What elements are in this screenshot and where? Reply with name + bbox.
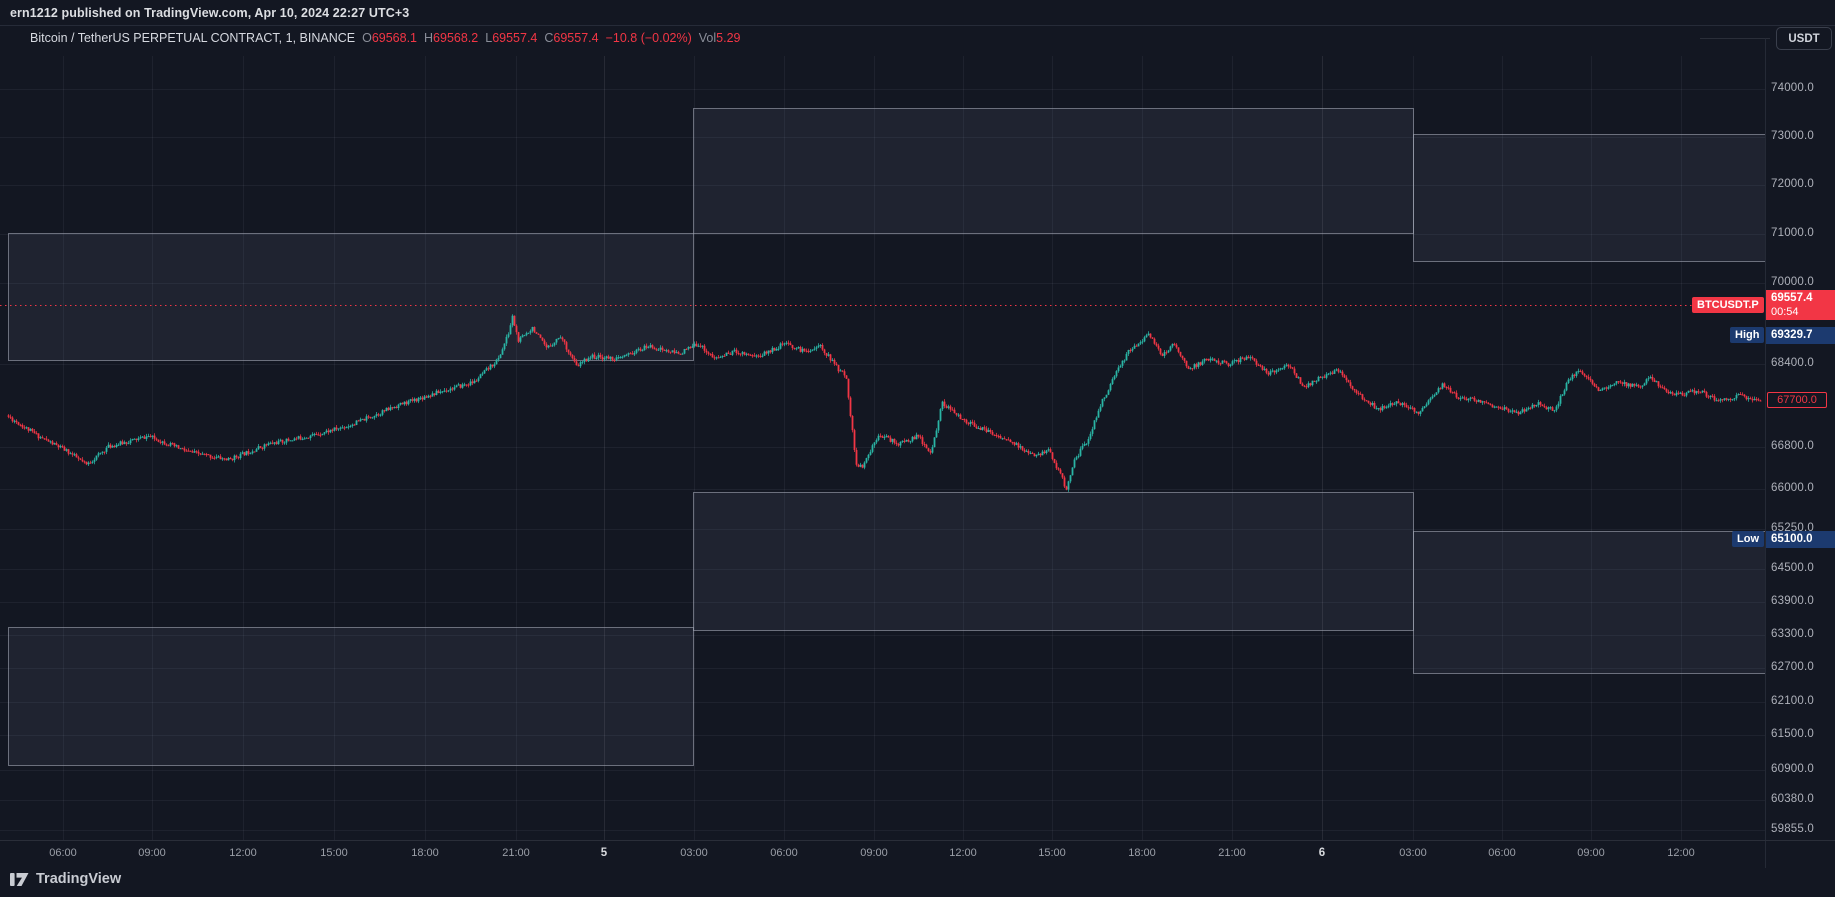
price-tick-label: 59855.0: [1771, 823, 1814, 835]
tradingview-wordmark: TradingView: [36, 870, 122, 887]
price-tick-label: 60900.0: [1771, 763, 1814, 775]
time-axis-label: 21:00: [502, 847, 530, 859]
time-axis-label: 09:00: [138, 847, 166, 859]
last-price-value: 69557.4: [1771, 292, 1813, 304]
price-tick-label: 62100.0: [1771, 695, 1814, 707]
horizontal-line-price-label: 67700.0: [1767, 392, 1827, 408]
price-axis[interactable]: 74000.0 73000.0 72000.0 71000.0 70000.0 68400…: [1766, 38, 1835, 840]
rectangle-zone-6[interactable]: [1413, 531, 1766, 674]
axis-header-divider: [1700, 38, 1770, 39]
low-word-badge: Low: [1732, 531, 1764, 547]
time-axis-label: 09:00: [860, 847, 888, 859]
price-tick-label: 61500.0: [1771, 728, 1814, 740]
rectangle-zone-2[interactable]: [8, 627, 694, 766]
ohlc-change: −10.8 (−0.02%): [605, 31, 692, 45]
price-axis-separator: [1765, 38, 1766, 868]
footer-brand[interactable]: TradingView: [10, 870, 121, 887]
price-tick-label: 60380.0: [1771, 793, 1814, 805]
time-axis-label: 21:00: [1218, 847, 1246, 859]
ohlc-close-key: C: [544, 31, 554, 45]
time-axis-label: 15:00: [320, 847, 348, 859]
tradingview-logo-icon: [10, 873, 29, 886]
time-axis-day-label: 5: [600, 847, 608, 859]
price-tick-label: 66000.0: [1771, 482, 1814, 494]
currency-toggle-button[interactable]: USDT: [1776, 27, 1832, 50]
rectangle-zone-1[interactable]: [8, 233, 694, 361]
time-axis-label: 06:00: [770, 847, 798, 859]
time-axis-label: 12:00: [229, 847, 257, 859]
price-tick-label: 66800.0: [1771, 440, 1814, 452]
volume-key: Vol: [698, 31, 717, 45]
candle-series: [7, 314, 1762, 492]
price-tick-label: 64500.0: [1771, 562, 1814, 574]
rectangle-zone-4[interactable]: [693, 492, 1414, 631]
rectangle-zone-3[interactable]: [693, 108, 1414, 234]
ohlc-high-key: H: [424, 31, 434, 45]
price-tick-label: 62700.0: [1771, 661, 1814, 673]
rectangle-zone-5[interactable]: [1413, 134, 1766, 262]
time-axis-label: 09:00: [1577, 847, 1605, 859]
ohlc-low-value: 69557.4: [492, 31, 538, 45]
publish-info-bar: ern1212 published on TradingView.com, Ap…: [0, 0, 1835, 26]
time-axis-label: 15:00: [1038, 847, 1066, 859]
time-axis-label: 03:00: [1399, 847, 1427, 859]
price-tick-label: 63900.0: [1771, 595, 1814, 607]
time-axis[interactable]: 06:00 09:00 12:00 15:00 18:00 21:00 5 03:00 06:0…: [0, 840, 1835, 869]
price-tick-label: 74000.0: [1771, 82, 1814, 94]
drawn-rectangle-zones[interactable]: [8, 108, 1766, 766]
bar-countdown: 00:54: [1771, 305, 1799, 318]
high-price-label: 69329.7: [1766, 327, 1835, 344]
last-price-label: 69557.4 00:54: [1766, 290, 1835, 320]
volume-value: 5.29: [716, 31, 741, 45]
ohlc-high-value: 69568.2: [433, 31, 479, 45]
price-tick-label: 63300.0: [1771, 628, 1814, 640]
time-axis-label: 18:00: [411, 847, 439, 859]
time-axis-label: 06:00: [49, 847, 77, 859]
ohlc-close-value: 69557.4: [553, 31, 599, 45]
low-price-label: 65100.0: [1766, 531, 1835, 548]
price-tick-label: 68400.0: [1771, 357, 1814, 369]
publish-info-text: ern1212 published on TradingView.com, Ap…: [10, 5, 410, 20]
symbol-price-badge: BTCUSDT.P: [1692, 297, 1764, 313]
high-word-badge: High: [1730, 327, 1765, 343]
time-axis-label: 12:00: [1667, 847, 1695, 859]
price-tick-label: 73000.0: [1771, 130, 1814, 142]
chart-gridlines: [0, 56, 1765, 840]
time-axis-label: 18:00: [1128, 847, 1156, 859]
symbol-title[interactable]: Bitcoin / TetherUS PERPETUAL CONTRACT, 1…: [30, 31, 356, 45]
time-axis-day-label: 6: [1318, 847, 1326, 859]
time-axis-label: 12:00: [949, 847, 977, 859]
time-axis-label: 03:00: [680, 847, 708, 859]
ohlc-low-key: L: [485, 31, 493, 45]
ohlc-open-key: O: [362, 31, 372, 45]
price-tick-label: 72000.0: [1771, 178, 1814, 190]
price-tick-label: 71000.0: [1771, 227, 1814, 239]
symbol-legend[interactable]: Bitcoin / TetherUS PERPETUAL CONTRACT, 1…: [30, 31, 741, 45]
time-axis-label: 06:00: [1488, 847, 1516, 859]
price-tick-label: 70000.0: [1771, 276, 1814, 288]
ohlc-open-value: 69568.1: [371, 31, 418, 45]
